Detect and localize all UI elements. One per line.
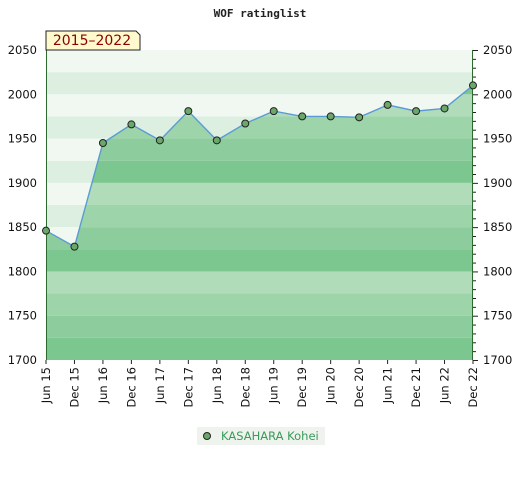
period-badge: 2015–2022 — [45, 30, 141, 51]
area-band — [46, 315, 473, 338]
area-band — [46, 271, 473, 294]
series-line — [45, 84, 474, 248]
x-axis-labels: Jun 15 Dec 15 Jun 16 Dec 16 Jun 17 Dec 17 Jun … — [39, 367, 480, 408]
x-tick-label: Jun 20 — [324, 367, 338, 404]
data-point — [212, 136, 221, 145]
y-axis-left-labels: 1700 1750 1800 1850 1900 1950 2000 2050 — [8, 43, 37, 367]
data-point — [383, 100, 392, 109]
data-point — [241, 119, 250, 128]
x-tick-label: Dec 15 — [67, 367, 81, 408]
y-tick-label-left: 1950 — [8, 132, 37, 146]
x-tick-label: Dec 22 — [466, 367, 480, 408]
y-tick-label-left: 1750 — [8, 309, 37, 323]
data-point — [298, 112, 307, 121]
data-points — [42, 81, 477, 251]
data-point — [98, 139, 107, 147]
x-tick-label: Dec 19 — [295, 367, 309, 408]
background-band — [46, 50, 473, 73]
x-tick-label: Jun 15 — [39, 367, 53, 404]
y-tick-label-right: 2000 — [483, 87, 512, 101]
legend-box — [197, 427, 325, 445]
x-tick-label: Jun 16 — [96, 367, 110, 404]
area-band — [46, 293, 473, 316]
chart-title: WOF ratinglist — [214, 7, 307, 20]
data-point — [412, 107, 421, 116]
data-point — [42, 226, 50, 235]
y-tick-label-left: 2050 — [8, 43, 37, 57]
legend: KASAHARA Kohei — [197, 427, 325, 445]
y-tick-label-left: 2000 — [8, 87, 37, 101]
x-tick-label: Jun 18 — [210, 367, 224, 404]
area-band — [46, 182, 473, 205]
data-point — [127, 120, 136, 129]
area-band — [46, 160, 473, 183]
area-band — [46, 205, 473, 228]
y-tick-label-left: 1900 — [8, 176, 37, 190]
y-tick-label-left: 1800 — [8, 264, 37, 278]
axes — [45, 50, 478, 364]
data-point — [70, 242, 79, 251]
data-point — [269, 107, 278, 116]
x-tick-label: Dec 18 — [238, 367, 252, 408]
area-bands — [46, 85, 473, 360]
background-band — [46, 72, 473, 95]
x-tick-label: Jun 22 — [438, 367, 452, 404]
x-tick-label: Dec 17 — [181, 367, 195, 408]
data-point — [326, 112, 335, 121]
x-tick-label: Dec 21 — [409, 367, 423, 408]
area-band — [46, 138, 473, 161]
x-tick-label: Jun 21 — [381, 367, 395, 404]
x-tick-label: Jun 19 — [267, 367, 281, 404]
y-tick-label-right: 1800 — [483, 264, 512, 278]
legend-label: KASAHARA Kohei — [221, 429, 319, 443]
y-tick-label-right: 2050 — [483, 43, 512, 57]
y-tick-label-right: 1700 — [483, 353, 512, 367]
data-point — [469, 81, 477, 90]
y-tick-label-right: 1750 — [483, 309, 512, 323]
area-band — [46, 227, 473, 250]
y-tick-label-right: 1850 — [483, 220, 512, 234]
y-tick-label-left: 1700 — [8, 353, 37, 367]
rating-area — [45, 84, 474, 360]
area-band — [46, 337, 473, 360]
period-label: 2015–2022 — [53, 33, 131, 49]
background-band — [46, 94, 473, 117]
x-tick-label: Dec 20 — [352, 367, 366, 408]
legend-marker — [203, 432, 211, 440]
y-tick-label-right: 1900 — [483, 176, 512, 190]
x-tick-label: Jun 17 — [153, 367, 167, 404]
data-point — [184, 107, 193, 116]
x-tick-label: Dec 16 — [124, 367, 138, 408]
y-tick-label-right: 1950 — [483, 132, 512, 146]
y-tick-label-left: 1850 — [8, 220, 37, 234]
area-band — [46, 249, 473, 272]
y-axis-right-labels: 1700 1750 1800 1850 1900 1950 2000 2050 — [483, 43, 512, 367]
data-point — [155, 136, 164, 145]
data-point — [355, 113, 364, 122]
data-point — [440, 104, 449, 113]
